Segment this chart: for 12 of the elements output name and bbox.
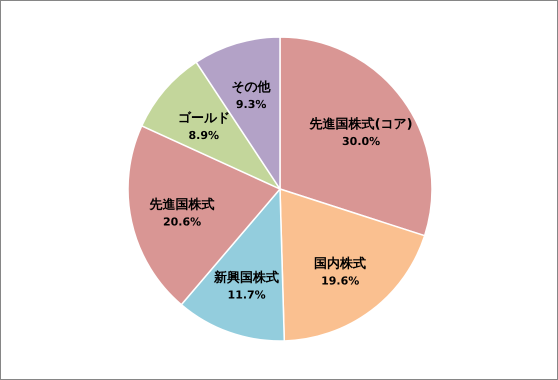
data-label: 19.6% — [321, 274, 360, 288]
slice-label: ゴールド — [178, 110, 230, 126]
data-label: 11.7% — [228, 288, 266, 302]
slice-label: 新興国株式 — [213, 270, 280, 286]
slice-label: その他 — [232, 80, 272, 95]
data-label: 9.3% — [236, 98, 266, 111]
slice-label: 先進国株式(コア) — [308, 116, 413, 132]
data-label: 8.9% — [188, 128, 220, 142]
data-label: 30.0% — [342, 134, 380, 148]
slice-label: 先進国株式 — [148, 196, 215, 213]
data-label: 20.6% — [162, 216, 202, 229]
slice-label: 国内株式 — [314, 255, 366, 272]
